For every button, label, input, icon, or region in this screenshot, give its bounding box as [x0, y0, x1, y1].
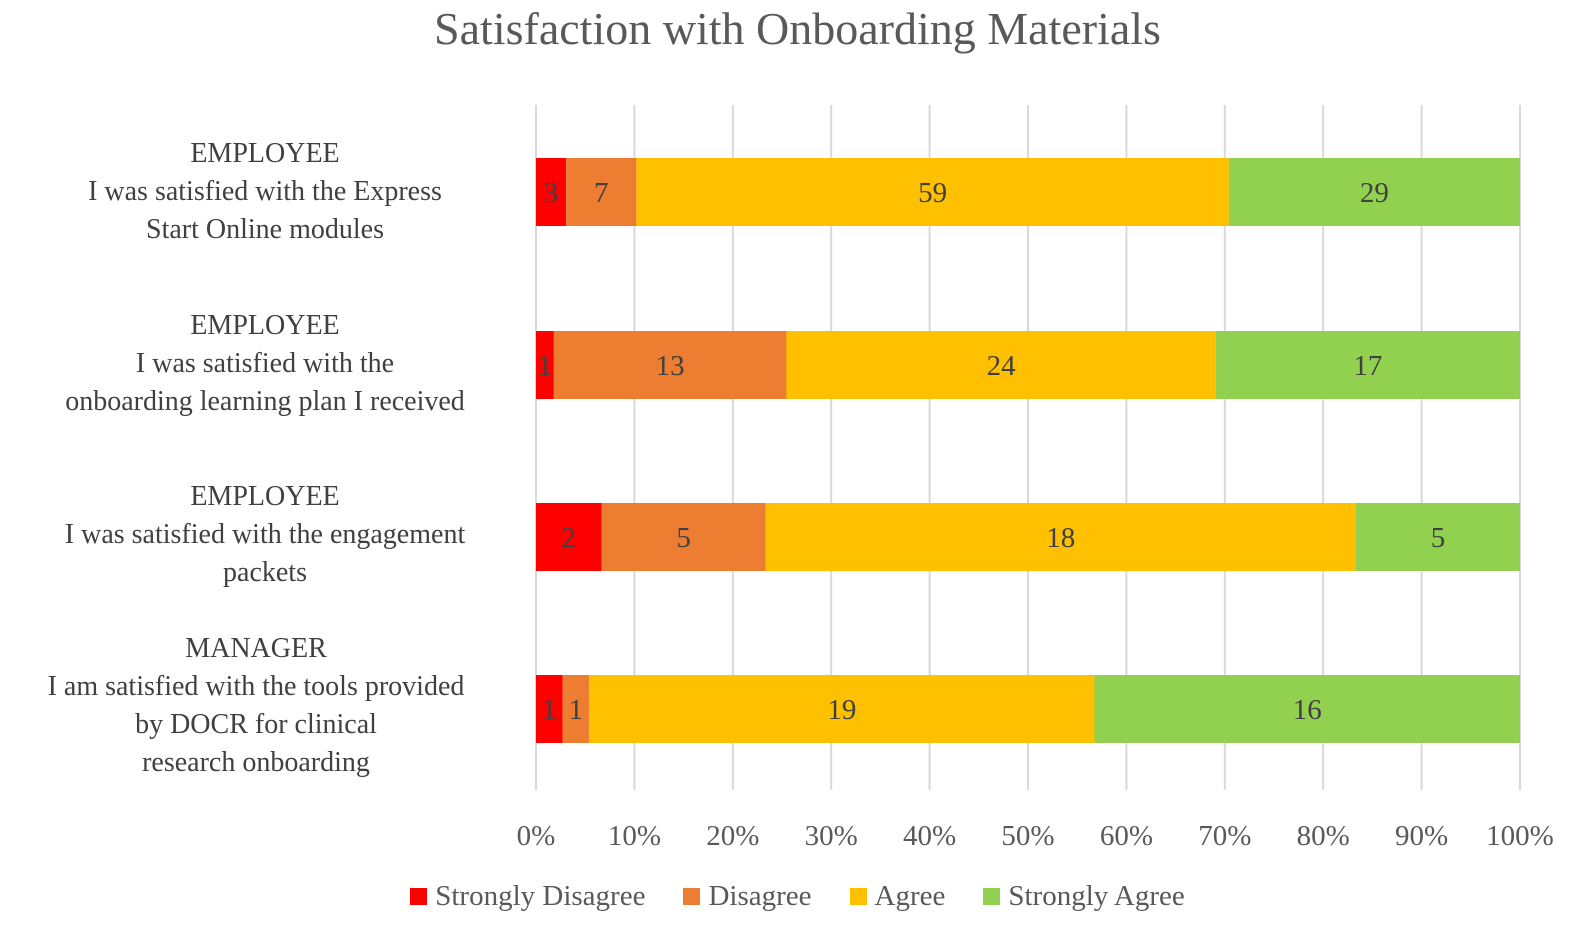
data-label: 2 [562, 522, 577, 554]
data-label: 59 [918, 177, 947, 209]
legend-label: Strongly Agree [1008, 880, 1185, 912]
bar-segment [536, 503, 602, 571]
x-tick-label: 40% [903, 820, 956, 852]
category-label: EMPLOYEE I was satisfied with the onboardi… [0, 307, 530, 421]
bar-segment [553, 331, 787, 399]
category-label: EMPLOYEE I was satisfied with the Express… [0, 135, 530, 249]
x-tick-label: 60% [1100, 820, 1153, 852]
data-label: 19 [827, 694, 856, 726]
data-label: 5 [676, 522, 691, 554]
bar-segment [562, 675, 590, 743]
x-tick-label: 70% [1198, 820, 1251, 852]
bar-segment [1228, 158, 1520, 226]
x-tick-label: 90% [1395, 820, 1448, 852]
legend-item: Strongly Disagree [410, 880, 645, 913]
legend-swatch [983, 888, 1001, 905]
x-tick-label: 30% [805, 820, 858, 852]
legend-label: Strongly Disagree [435, 880, 646, 912]
legend-swatch [849, 888, 867, 905]
data-label: 1 [542, 694, 557, 726]
bar-segment [1356, 503, 1520, 571]
legend-label: Agree [874, 880, 946, 912]
bar-segment [786, 331, 1216, 399]
bar-segment [536, 331, 554, 399]
x-tick-label: 50% [1001, 820, 1054, 852]
category-text-line: I was satisfied with the [135, 348, 395, 379]
category-text-line: I am satisfied with the tools provided [47, 671, 465, 702]
x-tick-label: 100% [1486, 820, 1554, 852]
category-label: MANAGER I am satisfied with the tools pro… [0, 630, 512, 782]
category-text-line: by DOCR for clinical [135, 709, 377, 740]
data-label: 17 [1353, 350, 1382, 382]
category-label: EMPLOYEE I was satisfied with the engagem… [0, 478, 530, 592]
data-label: 18 [1046, 522, 1075, 554]
category-text-line: packets [223, 557, 307, 588]
x-tick-label: 20% [706, 820, 759, 852]
category-text-line: I was satisfied with the Express [88, 176, 442, 207]
legend-label: Disagree [708, 880, 812, 912]
category-text-line: onboarding learning plan I received [65, 386, 465, 417]
bar-segment [566, 158, 637, 226]
category-text-line: research onboarding [142, 747, 370, 778]
data-label: 24 [987, 350, 1017, 382]
legend-swatch [683, 888, 701, 905]
category-group: EMPLOYEE [190, 310, 340, 341]
legend: Strongly Disagree Disagree Agree Strongly A… [0, 880, 1595, 913]
data-label: 5 [1431, 522, 1446, 554]
category-text-line: I was satisfied with the engagement [64, 519, 466, 550]
category-group: EMPLOYEE [190, 138, 340, 169]
bar-segment [601, 503, 766, 571]
bar-segment [1094, 675, 1520, 743]
bar-segment [589, 675, 1095, 743]
data-label: 7 [594, 177, 609, 209]
legend-swatch [410, 888, 428, 905]
legend-item: Disagree [683, 880, 812, 913]
data-label: 13 [656, 350, 685, 382]
chart-title: Satisfaction with Onboarding Materials [434, 3, 1161, 54]
data-label: 3 [544, 177, 559, 209]
data-label: 16 [1293, 694, 1322, 726]
legend-item: Strongly Agree [983, 880, 1185, 913]
x-tick-label: 0% [517, 820, 556, 852]
x-tick-label: 80% [1297, 820, 1350, 852]
data-label: 29 [1360, 177, 1389, 209]
bar-segment [636, 158, 1229, 226]
category-group: MANAGER [185, 633, 327, 664]
data-label: 1 [538, 350, 553, 382]
bar-segment [536, 675, 563, 743]
category-group: EMPLOYEE [190, 481, 340, 512]
legend-item: Agree [849, 880, 946, 913]
bar-segment [1215, 331, 1520, 399]
x-tick-label: 10% [608, 820, 661, 852]
category-text-line: Start Online modules [146, 214, 384, 245]
data-label: 1 [569, 694, 584, 726]
bar-segment [765, 503, 1356, 571]
bar-segment [536, 158, 567, 226]
